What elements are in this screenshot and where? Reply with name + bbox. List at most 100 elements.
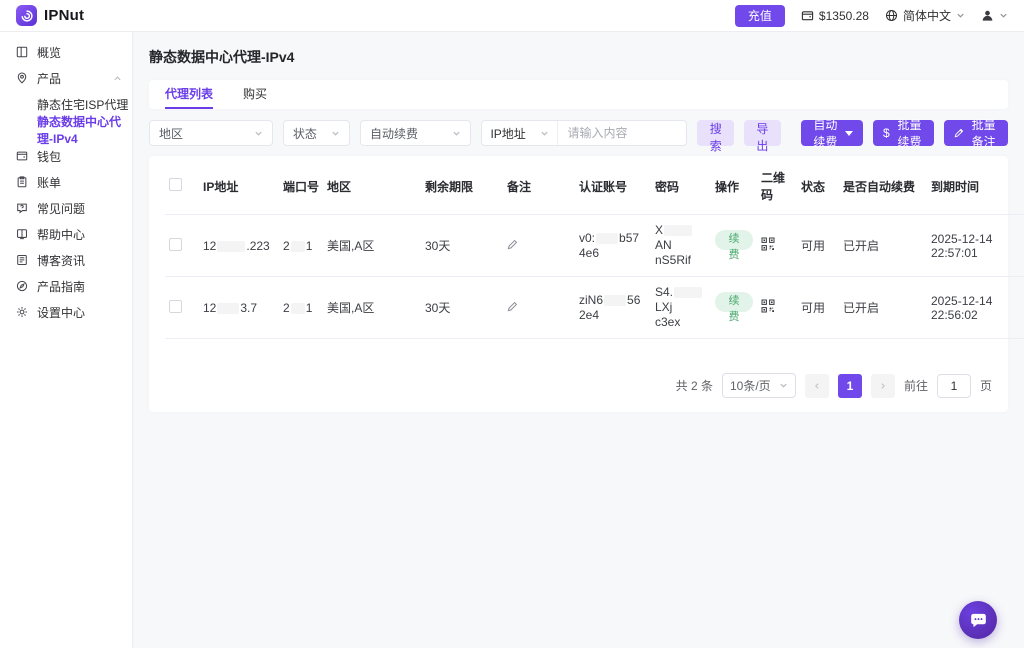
sidebar-item-blog[interactable]: 博客资讯 bbox=[0, 247, 132, 273]
globe-icon bbox=[885, 9, 898, 22]
sidebar-item-label: 概览 bbox=[37, 45, 62, 60]
sidebar-item-faq[interactable]: 常见问题 bbox=[0, 195, 132, 221]
remaining-cell: 30天 bbox=[421, 214, 503, 277]
sidebar-item-label: 产品指南 bbox=[37, 279, 86, 294]
account-cell: v0: b57 4e6 bbox=[575, 214, 651, 277]
wallet-icon bbox=[801, 9, 814, 22]
sidebar-item-label: 账单 bbox=[37, 175, 62, 190]
sidebar-item-product-guide[interactable]: 产品指南 bbox=[0, 273, 132, 299]
dollar-icon: $ bbox=[883, 126, 890, 140]
col-auto-renew: 是否自动续费 bbox=[839, 158, 927, 215]
chevron-up-icon bbox=[113, 74, 122, 83]
chevron-down-icon bbox=[956, 11, 965, 20]
prev-page-button[interactable] bbox=[804, 373, 829, 398]
goto-label: 前往 bbox=[903, 379, 928, 393]
page-title: 静态数据中心代理-IPv4 bbox=[149, 49, 295, 65]
sidebar-item-static-isp-proxy[interactable]: 静态住宅ISP代理 bbox=[0, 91, 132, 117]
auto-renew-cell: 已开启 bbox=[839, 276, 927, 339]
export-button[interactable]: 导出 bbox=[744, 120, 781, 153]
auto-renew-cell: 已开启 bbox=[839, 214, 927, 277]
sidebar-item-label: 产品 bbox=[37, 71, 62, 86]
goto-page-input[interactable] bbox=[936, 373, 971, 398]
brand-name: IPNut bbox=[44, 7, 85, 24]
pencil-icon bbox=[954, 128, 964, 138]
recharge-button[interactable]: 充值 bbox=[734, 4, 785, 27]
next-page-button[interactable] bbox=[870, 373, 895, 398]
ip-cell: 12 3.7 bbox=[199, 276, 279, 339]
account-cell: ziN6 56 2e4 bbox=[575, 276, 651, 339]
row-checkbox[interactable] bbox=[169, 237, 182, 251]
ip-field-select[interactable]: IP地址 bbox=[482, 121, 559, 145]
sidebar-item-label: 常见问题 bbox=[37, 201, 86, 216]
col-action: 操作 bbox=[711, 158, 757, 215]
customer-service-chat-button[interactable] bbox=[959, 601, 997, 639]
expire-cell: 2025-12-14 22:56:02 bbox=[927, 276, 1024, 339]
edit-note-icon[interactable] bbox=[507, 301, 518, 312]
bulk-auto-renew-button[interactable]: 自动续费 bbox=[800, 118, 863, 149]
top-header: IPNut 充值 $1350.28 简体中文 bbox=[0, 0, 1024, 32]
col-note: 备注 bbox=[503, 158, 575, 215]
sidebar-item-wallet[interactable]: 钱包 bbox=[0, 143, 132, 169]
col-ip: IP地址 bbox=[199, 158, 279, 215]
balance-amount: $1350.28 bbox=[818, 8, 869, 23]
sidebar-item-static-datacenter-ipv4[interactable]: 静态数据中心代理-IPv4 bbox=[0, 115, 132, 146]
renew-button[interactable]: 续费 bbox=[715, 292, 753, 323]
row-checkbox[interactable] bbox=[169, 299, 182, 313]
batch-remark-button[interactable]: 批量备注 bbox=[944, 118, 1009, 149]
sidebar-item-label: 设置中心 bbox=[37, 305, 86, 320]
qrcode-icon[interactable] bbox=[761, 299, 775, 313]
page-size-select[interactable]: 10条/页 bbox=[721, 373, 796, 398]
col-status: 状态 bbox=[797, 158, 839, 215]
auto-renew-select[interactable]: 自动续费 bbox=[360, 120, 472, 146]
sidebar-item-label: 钱包 bbox=[37, 149, 62, 164]
region-select[interactable]: 地区 bbox=[149, 120, 273, 146]
col-qrcode: 二维码 bbox=[757, 158, 797, 215]
col-account: 认证账号 bbox=[575, 158, 651, 215]
ipnut-logo-icon bbox=[16, 5, 37, 26]
batch-renew-button[interactable]: $ 批量续费 bbox=[873, 118, 935, 149]
select-all-checkbox[interactable] bbox=[169, 178, 182, 191]
brand[interactable]: IPNut bbox=[16, 5, 84, 26]
wallet-icon bbox=[15, 150, 28, 162]
password-cell: S4.LXj c3ex bbox=[651, 276, 711, 339]
sidebar-item-label: 帮助中心 bbox=[37, 227, 86, 242]
sidebar-item-label: 静态住宅ISP代理 bbox=[37, 97, 129, 112]
keyword-input[interactable] bbox=[558, 126, 687, 140]
tab-purchase[interactable]: 购买 bbox=[243, 87, 268, 101]
tab-bar: 代理列表 购买 bbox=[149, 80, 1008, 109]
col-expire: 到期时间 bbox=[927, 158, 1024, 215]
ip-cell: 12.223 bbox=[199, 214, 279, 277]
chevron-down-icon bbox=[453, 131, 461, 136]
overview-icon bbox=[15, 46, 28, 58]
chat-bubble-icon bbox=[969, 611, 988, 630]
total-count: 共 2 条 bbox=[675, 379, 713, 393]
sidebar-item-bills[interactable]: 账单 bbox=[0, 169, 132, 195]
col-port: 端口号 bbox=[279, 158, 323, 215]
sidebar-item-overview[interactable]: 概览 bbox=[0, 39, 132, 65]
user-menu[interactable] bbox=[981, 9, 1008, 22]
sidebar-item-label: 博客资讯 bbox=[37, 253, 86, 268]
wallet-balance[interactable]: $1350.28 bbox=[801, 9, 869, 23]
sidebar-item-help-center[interactable]: 帮助中心 bbox=[0, 221, 132, 247]
page-unit: 页 bbox=[979, 379, 992, 393]
chevron-down-icon bbox=[780, 383, 787, 388]
renew-button[interactable]: 续费 bbox=[715, 230, 753, 261]
status-cell: 可用 bbox=[797, 276, 839, 339]
status-select[interactable]: 状态 bbox=[282, 120, 351, 146]
region-cell: 美国,A区 bbox=[323, 276, 421, 339]
language-switcher[interactable]: 简体中文 bbox=[885, 7, 965, 24]
edit-note-icon[interactable] bbox=[507, 239, 518, 250]
sidebar-item-settings[interactable]: 设置中心 bbox=[0, 299, 132, 325]
page-number-1[interactable]: 1 bbox=[837, 373, 862, 398]
tab-proxy-list[interactable]: 代理列表 bbox=[165, 80, 214, 109]
sidebar-item-products[interactable]: 产品 bbox=[0, 65, 132, 91]
news-icon bbox=[15, 254, 28, 266]
search-button[interactable]: 搜索 bbox=[697, 120, 735, 153]
question-chat-icon bbox=[15, 202, 28, 214]
qrcode-icon[interactable] bbox=[761, 237, 775, 251]
expire-cell: 2025-12-14 22:57:01 bbox=[927, 214, 1024, 277]
status-cell: 可用 bbox=[797, 214, 839, 277]
clipboard-icon bbox=[15, 176, 28, 188]
